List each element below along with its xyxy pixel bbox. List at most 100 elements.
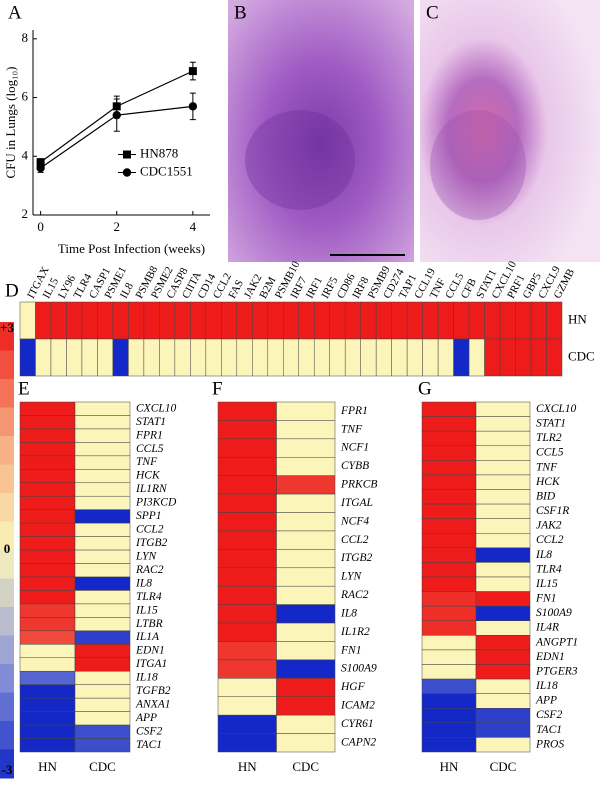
heatmap-cell [217, 493, 277, 513]
heatmap-cell [19, 442, 76, 457]
row-label: TGFB2 [136, 685, 171, 697]
row-label: HN [568, 311, 587, 326]
row-label: TLR4 [136, 591, 162, 603]
row-label: JAK2 [536, 520, 562, 532]
row-label: IL1A [135, 631, 160, 643]
heatmap-cell [298, 338, 315, 377]
x-tick-label: 4 [190, 219, 197, 234]
heatmap-cell [74, 684, 131, 699]
heatmap-cell [406, 301, 423, 340]
row-label: ANGPT1 [535, 636, 578, 648]
panel-label: C [426, 2, 439, 23]
heatmap-cell [421, 664, 477, 680]
heatmap-cell [19, 576, 76, 591]
row-label: IL18 [135, 672, 158, 684]
heatmap-cell [475, 649, 531, 665]
row-label: APP [535, 695, 557, 707]
row-label: TLR2 [536, 432, 562, 444]
heatmap-cell [421, 605, 477, 622]
heatmap-cell [19, 684, 76, 699]
row-label: LYN [340, 571, 363, 583]
heatmap-cell [475, 489, 531, 505]
heatmap-cell [344, 301, 361, 340]
row-label: LYN [135, 550, 158, 562]
colorbar-band [0, 721, 14, 750]
heatmap-cell [422, 301, 439, 340]
marker [188, 67, 197, 76]
heatmap-cell [276, 659, 336, 679]
heatmap-cell [74, 495, 131, 510]
heatmap-cell [205, 338, 222, 377]
heatmap-cell [217, 530, 277, 550]
heatmap-cell [74, 697, 131, 712]
heatmap-cell [190, 338, 207, 377]
heatmap-cell [475, 547, 531, 563]
row-label: CXCL10 [136, 402, 177, 414]
heatmap-cell [421, 416, 477, 432]
heatmap-cell [475, 693, 531, 709]
row-label: HGF [340, 681, 366, 693]
heatmap-cell [421, 489, 477, 505]
heatmap-cell [19, 697, 76, 712]
legend-marker [122, 168, 132, 177]
heatmap-cell [276, 678, 336, 697]
heatmap-cell [19, 630, 76, 645]
heatmap-cell [74, 415, 131, 430]
heatmap-cell [421, 430, 477, 446]
heatmap-cell [276, 530, 336, 550]
row-label: CCL2 [136, 524, 164, 536]
heatmap-cell [174, 338, 191, 377]
row-label: CCL2 [536, 534, 564, 546]
heatmap-cell [221, 338, 238, 377]
row-label: ITGAL [340, 497, 373, 509]
y-tick-label: 8 [22, 30, 29, 45]
row-label: IL1R2 [340, 626, 370, 638]
row-label: CSF2 [136, 725, 162, 737]
heatmap-cell [475, 533, 531, 549]
heatmap-cell [475, 708, 531, 724]
heatmap-cell [19, 724, 76, 739]
heatmap-cell [453, 301, 470, 340]
column-label: HN [238, 759, 257, 774]
y-tick-label: 4 [22, 147, 29, 162]
row-label: CDC [568, 348, 595, 363]
heatmap-cell [421, 678, 477, 694]
heatmap-cell [19, 590, 76, 605]
heatmap-cell [421, 518, 477, 534]
marker [112, 110, 121, 120]
heatmap-cell [128, 338, 145, 377]
colorbar-band [0, 578, 14, 608]
heatmap-cell [19, 401, 76, 416]
heatmap-cell [530, 338, 547, 377]
heatmap-cell [530, 301, 547, 340]
column-label: CDC [490, 759, 517, 774]
heatmap-cell [74, 442, 131, 457]
heatmap-cell [276, 420, 336, 440]
marker [36, 163, 45, 173]
colorbar-tick-label: -3 [2, 762, 13, 777]
heatmap-cell [475, 635, 531, 651]
row-label: S100A9 [341, 663, 377, 675]
heatmap-cell [217, 604, 277, 624]
heatmap-cell [252, 338, 269, 377]
heatmap-cell [421, 591, 477, 607]
row-label: FN1 [535, 593, 556, 605]
heatmap-cell [421, 649, 477, 665]
heatmap-cell [475, 605, 531, 622]
colorbar-band [0, 407, 14, 437]
row-label: CSF2 [536, 709, 562, 721]
row-label: SPP1 [136, 510, 162, 522]
heatmap-cell [276, 475, 336, 495]
heatmap-cell [421, 708, 477, 724]
heatmap-cell [74, 549, 131, 564]
row-label: ANXA1 [135, 699, 171, 711]
heatmap-cell [19, 657, 76, 672]
panel-label: A [8, 2, 22, 23]
row-label: CXCL10 [536, 403, 577, 415]
heatmap-cell [283, 301, 299, 340]
heatmap-cell [313, 301, 330, 340]
row-label: S100A9 [536, 607, 572, 619]
heatmap-cell [236, 301, 253, 340]
row-label: ITGB2 [340, 552, 373, 564]
heatmap-cell [74, 711, 131, 726]
